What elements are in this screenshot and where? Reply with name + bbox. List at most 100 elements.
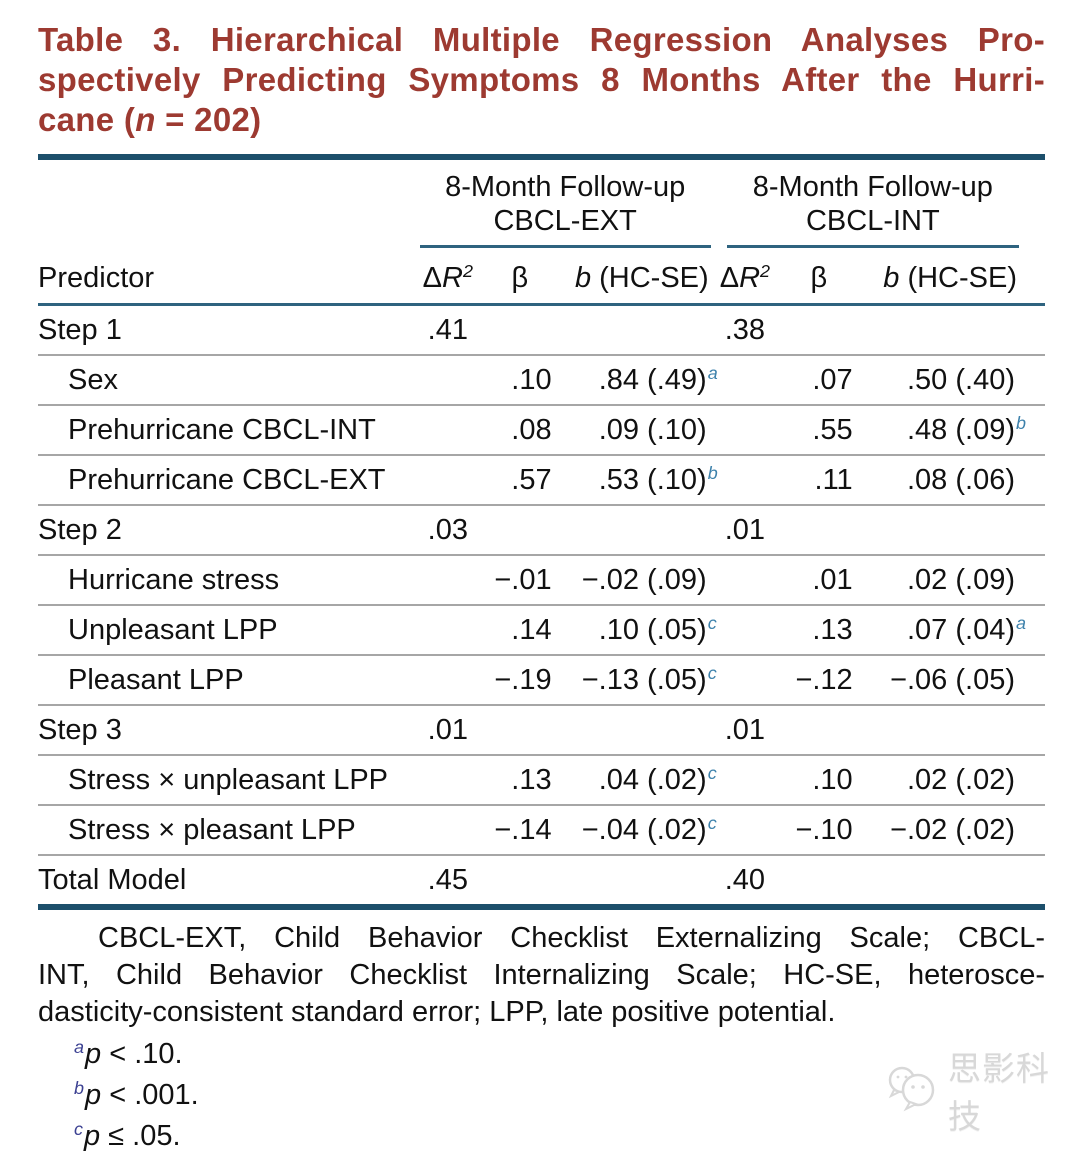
int-beta-cell: .11 — [814, 464, 853, 496]
note-a-superscript: a — [74, 1037, 84, 1058]
predictor-cell: Step 2 — [38, 514, 122, 546]
watermark-text: 思影科技 — [948, 1050, 1050, 1135]
predictor-cell: Step 3 — [38, 714, 122, 746]
int-delta-r2-cell — [715, 655, 775, 705]
int-delta-r2-cell: .38 — [724, 314, 766, 346]
table-row: Stress × unpleasant LPP .13 .04 (.02)c .10.… — [38, 755, 1045, 805]
ext-beta-cell — [478, 705, 562, 755]
int-b-cell: .50 (.40) — [907, 364, 1015, 396]
b-symbol: b — [883, 262, 900, 294]
table-title: Table 3. Hierarchical Multiple Regressio… — [38, 20, 1045, 140]
ext-b-cell: .09 (.10) — [598, 414, 707, 446]
int-b-cell — [863, 505, 1045, 555]
ext-beta-cell — [478, 855, 562, 907]
int-delta-r2-cell — [715, 605, 775, 655]
ext-delta-r2-cell: .41 — [427, 314, 468, 346]
ext-beta-cell: .08 — [511, 414, 552, 446]
int-delta-r2-cell — [715, 405, 775, 455]
p-symbol: p — [85, 1038, 102, 1070]
r-symbol: R — [442, 262, 463, 294]
ext-beta-cell — [478, 505, 562, 555]
ext-beta-cell: .13 — [511, 764, 552, 796]
footnote-line3: dasticity-consistent standard error; LPP… — [38, 996, 836, 1028]
ext-delta-r2-cell — [418, 805, 478, 855]
int-beta-cell — [775, 855, 863, 907]
int-delta-r2-cell — [715, 355, 775, 405]
int-b-cell — [863, 855, 1045, 907]
int-beta-cell: .07 — [812, 364, 853, 396]
predictor-header: Predictor — [38, 248, 418, 306]
p-note-a: ap < .10. — [38, 1035, 1045, 1076]
ext-beta-cell: −.14 — [494, 814, 552, 846]
predictor-cell: Total Model — [38, 864, 187, 896]
int-beta-header: β — [775, 248, 863, 306]
int-beta-cell: −.12 — [795, 664, 853, 696]
ext-b-cell: −.02 (.09) — [581, 564, 707, 596]
int-b-cell: −.02 (.02) — [890, 814, 1015, 846]
predictor-cell: Prehurricane CBCL-EXT — [68, 464, 386, 496]
spanner-empty-cell — [38, 157, 418, 248]
int-b-cell: .07 (.04)a — [907, 613, 1026, 646]
int-b-cell — [863, 705, 1045, 755]
ext-delta-r2-cell — [418, 755, 478, 805]
table-row: Total Model .45 .40 — [38, 855, 1045, 907]
ext-beta-cell: .57 — [511, 464, 552, 496]
r-squared-sup: 2 — [463, 261, 473, 282]
hcse-label: (HC-SE) — [899, 262, 1017, 294]
predictor-cell: Pleasant LPP — [68, 664, 244, 696]
spanner-ext-line1: 8-Month Follow-up — [445, 171, 686, 203]
spanner-int-line1: 8-Month Follow-up — [752, 171, 993, 203]
hcse-label: (HC-SE) — [591, 262, 709, 294]
table-title-line1: Table 3. Hierarchical Multiple Regressio… — [38, 21, 1045, 58]
p-symbol: p — [83, 1120, 101, 1152]
int-b-cell: −.06 (.05) — [890, 664, 1015, 696]
ext-beta-cell: −.01 — [494, 564, 552, 596]
ext-beta-cell: −.19 — [494, 664, 552, 696]
p-note-b: bp < .001. — [38, 1076, 1045, 1117]
predictor-cell: Prehurricane CBCL-INT — [68, 414, 376, 446]
regression-table: 8-Month Follow-up CBCL-EXT 8-Month Follo… — [38, 154, 1045, 910]
ext-b-cell: .04 (.02)c — [598, 763, 717, 796]
ext-b-cell: .10 (.05)c — [598, 613, 717, 646]
spanner-ext-line2: CBCL-EXT — [493, 205, 637, 237]
ext-beta-cell — [478, 305, 562, 356]
ext-delta-r2-cell: .01 — [427, 714, 468, 746]
ext-delta-r2-cell: .03 — [427, 514, 468, 546]
int-delta-r2-cell: .01 — [724, 714, 766, 746]
int-beta-cell — [775, 705, 863, 755]
note-a-text: < .10. — [101, 1038, 183, 1070]
table-row: Prehurricane CBCL-INT .08 .09 (.10) .55 .48 … — [38, 405, 1045, 455]
ext-b-hcse-header: b (HC-SE) — [561, 248, 715, 306]
predictor-cell: Hurricane stress — [68, 564, 280, 596]
spanner-header-row: 8-Month Follow-up CBCL-EXT 8-Month Follo… — [38, 157, 1045, 248]
spanner-cbcl-ext: 8-Month Follow-up CBCL-EXT — [418, 157, 715, 248]
ext-delta-r2-cell — [418, 555, 478, 605]
ext-delta-r2-cell — [418, 455, 478, 505]
ext-delta-r2-cell — [418, 405, 478, 455]
note-b-superscript: b — [74, 1078, 84, 1099]
predictor-cell: Sex — [68, 364, 118, 396]
predictor-cell: Stress × unpleasant LPP — [68, 764, 389, 796]
table-row: Step 3 .01 .01 — [38, 705, 1045, 755]
ext-b-cell — [562, 705, 715, 755]
predictor-cell: Unpleasant LPP — [68, 614, 278, 646]
table-row: Prehurricane CBCL-EXT .57 .53 (.10)b .11 .08… — [38, 455, 1045, 505]
ext-delta-r2-header: ΔR2 — [417, 248, 479, 306]
ext-delta-r2-cell — [418, 655, 478, 705]
ext-b-cell — [562, 305, 715, 356]
int-beta-cell: .13 — [812, 614, 853, 646]
p-symbol: p — [85, 1079, 102, 1111]
int-beta-cell: −.10 — [795, 814, 853, 846]
table-title-line2: spectively Predicting Symptoms 8 Months … — [38, 61, 1045, 98]
column-header-row: Predictor ΔR2 β b (HC-SE) ΔR2 β b (HC-SE… — [38, 248, 1045, 306]
int-b-hcse-header: b (HC-SE) — [862, 248, 1045, 306]
ext-beta-header: β — [478, 248, 562, 306]
int-delta-r2-cell — [715, 555, 775, 605]
table-row: Pleasant LPP −.19 −.13 (.05)c −.12 −.06 (.05… — [38, 655, 1045, 705]
title-line3-post: = 202) — [155, 101, 262, 138]
int-delta-r2-cell: .01 — [724, 514, 766, 546]
b-symbol: b — [574, 262, 592, 294]
ext-delta-r2-cell — [418, 605, 478, 655]
int-b-cell — [863, 305, 1045, 356]
